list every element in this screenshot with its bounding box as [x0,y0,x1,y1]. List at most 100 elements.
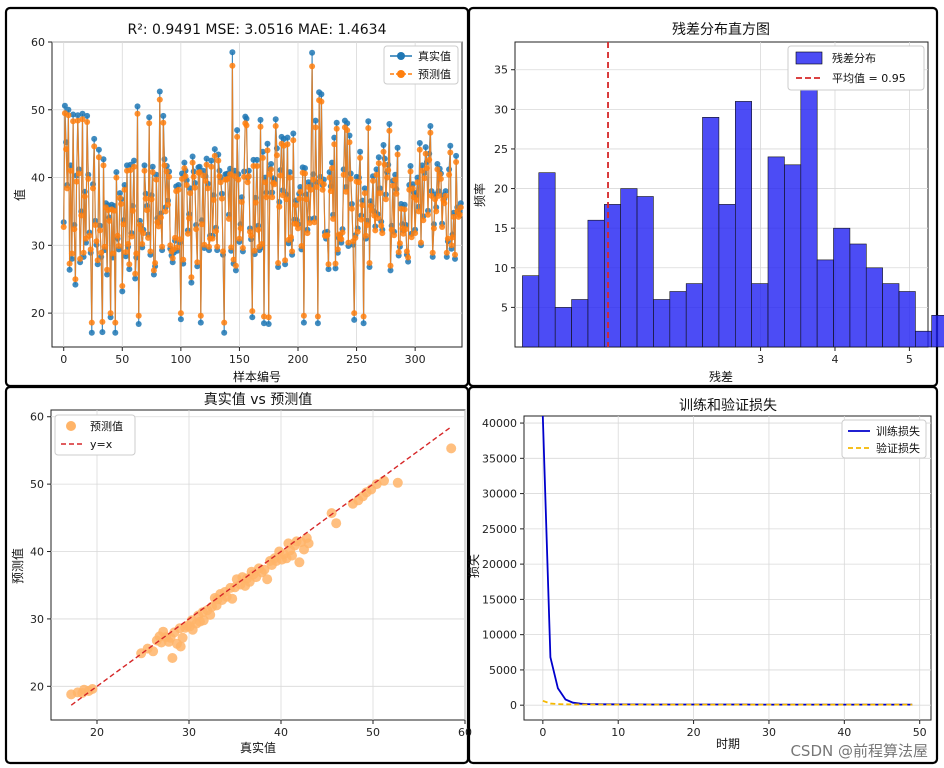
predicted-value-point [251,247,258,254]
predicted-value-point [230,256,237,263]
predicted-value-point [209,235,216,242]
true-value-point [79,110,86,117]
scatter-point [294,557,305,568]
predicted-value-point [401,206,408,213]
predicted-value-point [112,319,119,326]
y-tick-label: 50 [31,104,45,117]
predicted-value-point [288,234,294,241]
y-tick-label: 5000 [489,664,517,677]
true-value-point [95,146,102,153]
x-tick-label: 20 [687,726,701,739]
histogram-bar [751,283,769,348]
predicted-value-point [319,186,326,193]
histogram-bar [603,204,621,348]
predicted-value-point [354,228,361,235]
scatter-title: 真实值 vs 预测值 [204,392,312,408]
predicted-value-point [290,137,297,144]
predicted-value-point [389,182,396,189]
predicted-value-point [330,215,337,222]
predicted-value-point [423,165,430,172]
true-vs-pred-panel: 20 30 40 50 60 20 30 40 50 60 真实值 vs 预测值 真实值 预测值… [4,385,472,765]
x-tick-label: 30 [182,726,196,739]
y-tick-label: 25000 [482,523,517,536]
true-value-point [107,314,114,321]
true-value-point [394,144,401,151]
scatter-point [167,653,178,663]
true-value-point [249,314,256,321]
predicted-value-point [279,192,286,199]
y-tick-label: 10000 [482,629,517,642]
legend: 预测值 y=x [54,414,136,456]
predicted-value-point [449,234,456,241]
y-tick-label: 40 [31,172,45,185]
predicted-value-point [80,249,87,256]
predicted-value-point [297,188,304,195]
y-axis-label: 预测值 [10,548,25,584]
histogram-bar [522,275,540,348]
predicted-value-point [259,154,266,161]
predicted-value-point [172,234,178,241]
predicted-value-point [434,166,441,173]
predicted-value-point [448,242,455,249]
predicted-value-point [443,249,450,256]
scatter-point [326,508,337,519]
predicted-value-point [143,207,150,214]
y-tick-label: 25 [494,143,508,156]
predicted-value-point [419,167,426,174]
predicted-value-point [111,207,118,214]
predicted-value-point [394,151,401,158]
histogram-title: 残差分布直方图 [672,21,770,38]
true-value-point [419,162,426,169]
true-value-point [282,261,289,268]
y-tick-label: 15000 [482,593,517,606]
scatter-point [148,646,159,657]
legend-label-identity: y=x [90,438,113,451]
predicted-value-point [415,208,422,215]
true-value-point [169,259,176,266]
x-ticks: 0 50 100 150 200 250 300 [60,347,426,366]
predicted-value-point [392,176,399,183]
predicted-value-point [129,207,136,214]
predicted-value-point [104,266,111,273]
predicted-value-point [63,146,70,153]
histogram-bar [669,291,687,348]
predicted-value-point [296,195,303,202]
predicted-value-point [139,241,146,247]
predicted-value-point [140,230,147,237]
predicted-value-point [206,243,212,250]
legend-marker-pred [397,70,405,78]
predicted-value-point [374,215,381,222]
x-tick-label: 50 [115,353,129,366]
true-value-point [141,162,148,169]
true-value-point [91,135,98,142]
predicted-value-point [384,174,390,181]
predicted-value-point [304,230,311,237]
predicted-value-point [113,174,120,181]
predicted-value-point [457,204,464,211]
true-value-point [74,112,81,119]
y-axis-label: 频率 [472,183,487,207]
predicted-value-point [85,175,92,182]
predicted-value-point [146,120,153,127]
predicted-value-point [421,175,428,182]
predicted-value-point [380,148,387,155]
true-value-point [146,114,153,121]
predicted-value-point [379,230,386,237]
predicted-value-point [180,256,187,263]
true-value-point [134,103,141,110]
predicted-value-point [262,179,269,186]
predicted-value-point [232,262,239,269]
true-value-point [375,154,382,161]
predicted-value-point [346,139,353,146]
predicted-value-point [277,172,284,179]
predicted-value-point [395,249,402,256]
predicted-value-point [393,190,400,197]
predicted-value-point [366,260,373,266]
histogram-bar [767,156,785,348]
x-tick-label: 150 [229,353,250,366]
predicted-value-point [249,308,256,315]
true-value-point [405,258,412,265]
true-value-point [208,157,215,164]
predicted-value-point [429,249,436,256]
x-ticks: 3 4 5 [757,347,913,366]
